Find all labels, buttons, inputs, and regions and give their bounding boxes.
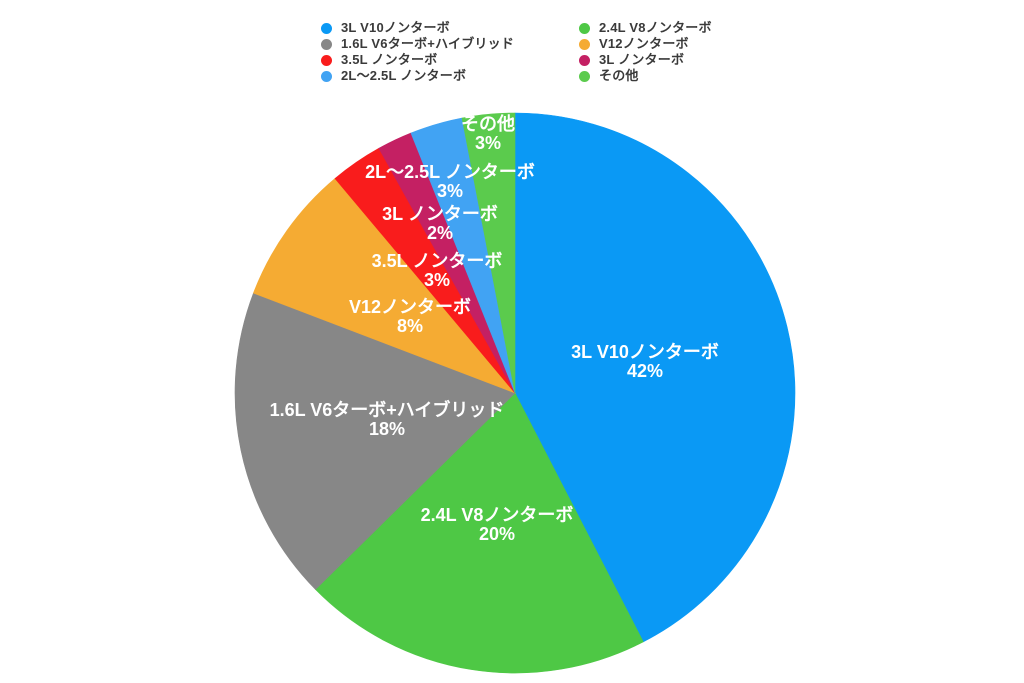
pie-slice-label-2: 2.4L V8ノンターボ 20%: [421, 505, 574, 544]
legend-label: 3L V10ノンターボ: [341, 20, 450, 35]
chart-legend: 3L V10ノンターボ 1.6L V6ターボ+ハイブリッド 3.5L ノンターボ 2L…: [321, 20, 712, 84]
pie-slice-label-4: V12ノンターボ 8%: [349, 297, 471, 336]
legend-item: 2.4L V8ノンターボ: [579, 20, 712, 36]
legend-color-dot: [321, 22, 332, 34]
legend-label: 3L ノンターボ: [599, 52, 685, 67]
legend-color-dot: [321, 70, 332, 82]
pie-slice-label-3: 1.6L V6ターボ+ハイブリッド 18%: [270, 399, 505, 439]
legend-color-dot: [321, 54, 332, 66]
pie-slice-label-6: 3L ノンターボ 2%: [382, 204, 498, 243]
legend-item: 3.5L ノンターボ: [321, 52, 579, 68]
pie-slice-label-1: 3L V10ノンターボ 42%: [571, 342, 719, 381]
legend-item: V12ノンターボ: [579, 36, 712, 52]
pie-slice-2: [315, 392, 644, 674]
legend-label: 2.4L V8ノンターボ: [599, 20, 712, 35]
legend-item: 2L〜2.5L ノンターボ: [321, 68, 579, 84]
pie-slice-1: [514, 112, 796, 643]
pie-slice-label-7: 2L〜2.5L ノンターボ 3%: [365, 162, 535, 201]
legend-label: V12ノンターボ: [599, 36, 689, 51]
legend-label: その他: [599, 68, 639, 83]
legend-item: 1.6L V6ターボ+ハイブリッド: [321, 36, 579, 52]
pie-slice-3: [234, 292, 516, 590]
pie-slice-label-8: その他 3%: [461, 113, 515, 153]
legend-color-dot: [579, 70, 590, 82]
legend-label: 3.5L ノンターボ: [341, 52, 438, 67]
pie-slice-4: [253, 178, 516, 394]
legend-item: 3L ノンターボ: [579, 52, 712, 68]
legend-color-dot: [321, 38, 332, 50]
legend-color-dot: [579, 22, 590, 34]
pie-slice-8: [461, 112, 516, 394]
legend-color-dot: [579, 38, 590, 50]
legend-item: その他: [579, 68, 712, 84]
legend-label: 1.6L V6ターボ+ハイブリッド: [341, 36, 515, 51]
legend-label: 2L〜2.5L ノンターボ: [341, 68, 467, 83]
legend-item: 3L V10ノンターボ: [321, 20, 579, 36]
legend-color-dot: [579, 54, 590, 66]
pie-slice-label-5: 3.5L ノンターボ 3%: [372, 251, 503, 290]
